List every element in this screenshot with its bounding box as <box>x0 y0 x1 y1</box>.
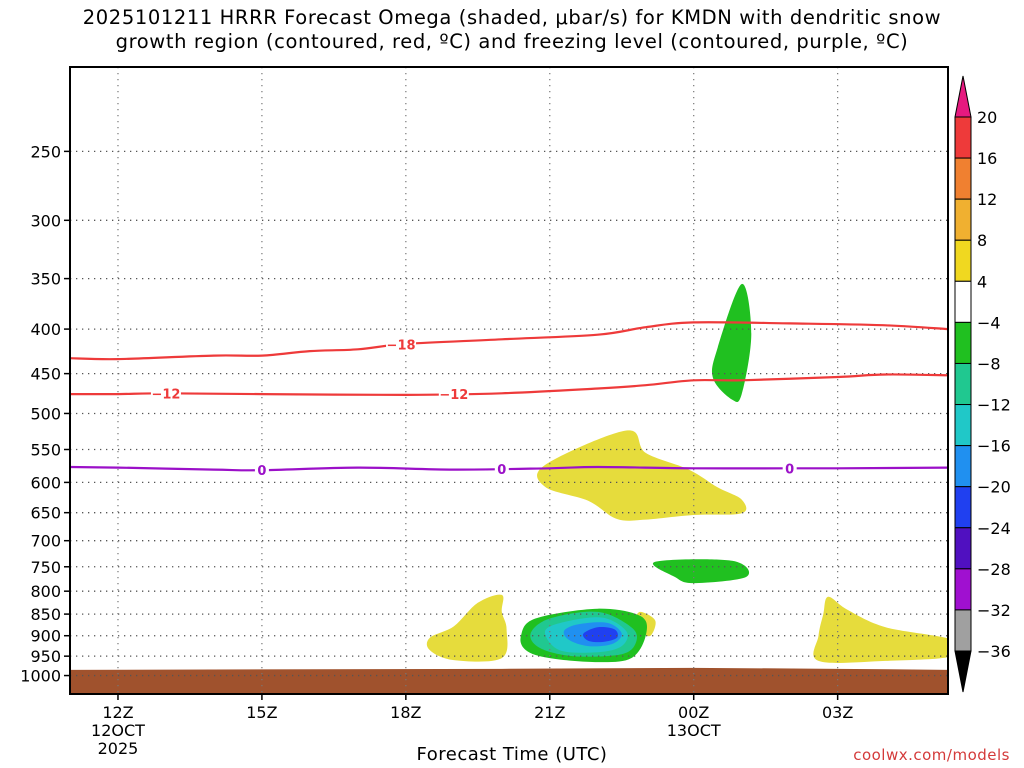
colorbar-label-1: 16 <box>977 149 997 168</box>
colorbar-label-4: 4 <box>977 272 987 291</box>
colorbar-label-13: −36 <box>977 642 1011 661</box>
y-tick-label-900: 900 <box>30 627 61 646</box>
y-tick-label-300: 300 <box>30 211 61 230</box>
colorbar-label-11: −28 <box>977 560 1011 579</box>
contour-line--18 <box>70 321 948 361</box>
y-tick-label-350: 350 <box>30 270 61 289</box>
omega-area-10 <box>582 626 618 643</box>
colorbar-segment-3 <box>954 239 972 282</box>
colorbar-label-7: −12 <box>977 396 1011 415</box>
chart-title: 2025101211 HRRR Forecast Omega (shaded, … <box>0 6 1024 54</box>
colorbar-segment-12 <box>954 609 972 652</box>
chart-title-line-1: 2025101211 HRRR Forecast Omega (shaded, … <box>82 6 942 29</box>
source-credit: coolwx.com/models <box>853 746 1010 764</box>
colorbar-label-6: −8 <box>977 354 1001 373</box>
contour-label-bg-0 <box>782 460 797 477</box>
colorbar-segment-2 <box>954 198 972 241</box>
ground-below-surface <box>70 667 948 694</box>
contour-label-0: 0 <box>785 462 794 477</box>
colorbar-segment-5 <box>954 321 972 364</box>
x-tick-label-00Z-2: 13OCT <box>667 721 721 740</box>
contour-line-0 <box>70 465 948 472</box>
colorbar-segment-6 <box>954 362 972 406</box>
y-tick-label-500: 500 <box>30 404 61 423</box>
x-tick-label-12Z-1: 12Z <box>102 703 133 722</box>
y-tick-label-700: 700 <box>30 532 61 551</box>
x-axis-label: Forecast Time (UTC) <box>416 744 608 765</box>
omega-area-1 <box>426 594 508 662</box>
y-tick-label-1000: 1000 <box>20 667 61 686</box>
contour-label-bg--12 <box>150 385 181 402</box>
y-tick-label-850: 850 <box>30 605 61 624</box>
contour-label--12: −12 <box>151 387 180 402</box>
colorbar-label-0: 20 <box>977 108 997 127</box>
omega-area-0 <box>537 430 747 521</box>
x-tick-label-15Z-1: 15Z <box>246 703 277 722</box>
colorbar-segment-8 <box>954 445 972 488</box>
colorbar-max-triangle <box>954 75 972 118</box>
colorbar-segment-0 <box>954 116 972 159</box>
colorbar-segment-10 <box>954 527 972 570</box>
contour-label--18: −18 <box>387 338 416 353</box>
colorbar-segment-1 <box>954 157 972 200</box>
x-tick-label-00Z-1: 00Z <box>678 703 709 722</box>
x-tick-label-21Z-1: 21Z <box>534 703 565 722</box>
y-tick-label-250: 250 <box>30 142 61 161</box>
contour-label-bg--12 <box>438 386 469 403</box>
omega-area-3 <box>813 596 948 663</box>
colorbar-segment-9 <box>954 486 972 529</box>
x-tick-label-12Z-3: 2025 <box>98 739 139 758</box>
colorbar-label-5: −4 <box>977 313 1001 332</box>
colorbar-min-triangle <box>954 650 972 693</box>
contour-label-bg-0 <box>494 460 509 477</box>
colorbar-label-8: −16 <box>977 437 1011 456</box>
contour-line--12 <box>70 373 948 397</box>
y-tick-label-650: 650 <box>30 504 61 523</box>
omega-shading-layer <box>70 283 948 694</box>
y-tick-label-800: 800 <box>30 582 61 601</box>
plot-frame <box>69 66 949 695</box>
contour-label-bg--18 <box>386 336 417 353</box>
colorbar-label-12: −32 <box>977 601 1011 620</box>
y-tick-label-450: 450 <box>30 365 61 384</box>
omega-area-4 <box>711 283 752 403</box>
x-tick-label-03Z-1: 03Z <box>822 703 853 722</box>
y-axis-pressure-ticks: 250 300 350 400 450 500 550 600 650 700 750 800 850 9… <box>20 142 70 686</box>
contour-label-bg-0 <box>254 462 269 479</box>
y-tick-label-600: 600 <box>30 473 61 492</box>
y-tick-label-950: 950 <box>30 647 61 666</box>
chart-title-line-2: growth region (contoured, red, ºC) and f… <box>115 30 909 53</box>
colorbar-segment-11 <box>954 568 972 611</box>
x-tick-label-12Z-2: 12OCT <box>91 721 145 740</box>
y-tick-label-550: 550 <box>30 441 61 460</box>
x-tick-label-18Z-1: 18Z <box>390 703 421 722</box>
omega-area-5 <box>652 559 750 584</box>
y-tick-label-400: 400 <box>30 320 61 339</box>
colorbar-label-9: −20 <box>977 478 1011 497</box>
colorbar-segment-4 <box>954 280 972 323</box>
contour-label-0: 0 <box>497 463 506 478</box>
colorbar-label-2: 12 <box>977 190 997 209</box>
contour-label-0: 0 <box>257 464 266 479</box>
contour-label--12: −12 <box>439 388 468 403</box>
colorbar-label-10: −24 <box>977 519 1011 538</box>
y-tick-label-750: 750 <box>30 558 61 577</box>
colorbar-label-3: 8 <box>977 231 987 250</box>
colorbar-segment-7 <box>954 404 972 447</box>
colorbar-legend: 20 16 12 8 4 −4 −8 −12 −16 −20 −24 −28 −32 −36 <box>954 75 1011 693</box>
contour-layer: −18 −12 −12 0 0 0 <box>70 321 948 479</box>
grid-lines <box>70 67 948 694</box>
